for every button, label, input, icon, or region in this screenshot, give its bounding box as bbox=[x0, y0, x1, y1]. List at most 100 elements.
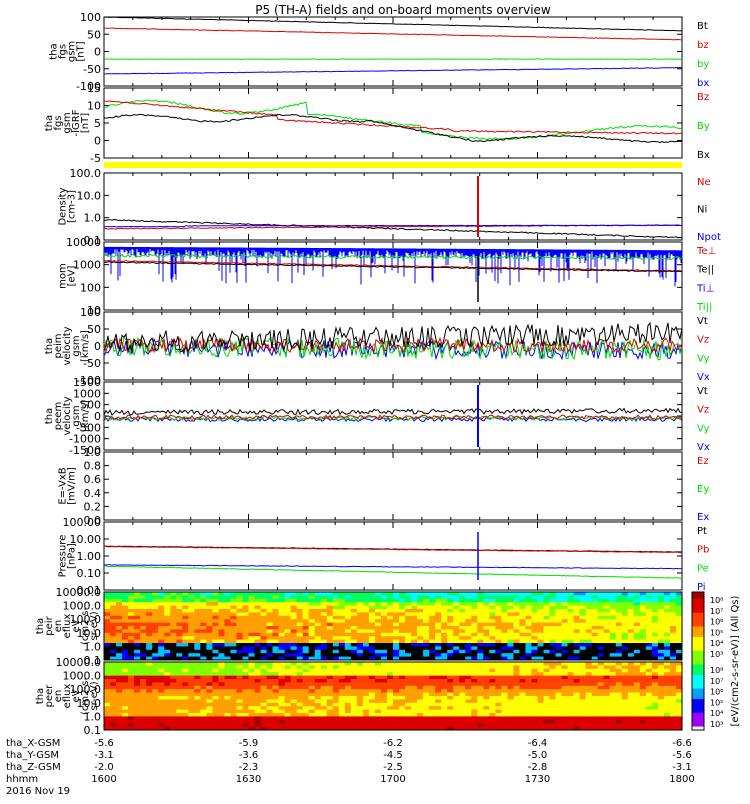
electron-spectrogram-cell bbox=[592, 696, 598, 700]
ion-spectrogram-cell bbox=[483, 612, 489, 616]
ion-spectrogram-cell bbox=[194, 616, 200, 620]
ion-spectrogram-cell bbox=[291, 619, 297, 623]
ion-spectrogram-cell bbox=[206, 626, 212, 630]
ion-spectrogram-cell bbox=[116, 646, 122, 650]
electron-spectrogram-cell bbox=[206, 689, 212, 693]
electron-spectrogram-cell bbox=[285, 665, 291, 669]
ion-spectrogram-cell bbox=[423, 612, 429, 616]
electron-spectrogram-cell bbox=[459, 696, 465, 700]
electron-spectrogram-cell bbox=[465, 716, 471, 720]
panel-5-ytick-label: 100 bbox=[80, 306, 101, 319]
electron-spectrogram-cell bbox=[104, 716, 110, 720]
electron-spectrogram-cell bbox=[218, 665, 224, 669]
electron-spectrogram-cell bbox=[489, 679, 495, 683]
electron-spectrogram-cell bbox=[164, 696, 170, 700]
electron-spectrogram-cell bbox=[429, 662, 435, 666]
electron-spectrogram-cell bbox=[351, 703, 357, 707]
electron-spectrogram-cell bbox=[297, 710, 303, 714]
electron-spectrogram-cell bbox=[604, 689, 610, 693]
ion-spectrogram-cell bbox=[128, 646, 134, 650]
electron-spectrogram-cell bbox=[110, 720, 116, 724]
electron-spectrogram-cell bbox=[158, 672, 164, 676]
ion-spectrogram-cell bbox=[489, 609, 495, 613]
electron-spectrogram-cell bbox=[218, 689, 224, 693]
ion-spectrogram-cell bbox=[447, 612, 453, 616]
electron-spectrogram-cell bbox=[604, 706, 610, 710]
ion-spectrogram-cell bbox=[525, 643, 531, 647]
ion-spectrogram-cell bbox=[261, 653, 267, 657]
electron-spectrogram-cell bbox=[369, 723, 375, 727]
ion-spectrogram-cell bbox=[670, 650, 676, 654]
electron-spectrogram-cell bbox=[116, 699, 122, 703]
ion-spectrogram-cell bbox=[544, 606, 550, 610]
electron-spectrogram-cell bbox=[598, 723, 604, 727]
ion-spectrogram-cell bbox=[393, 595, 399, 599]
ion-spectrogram-cell bbox=[267, 643, 273, 647]
electron-spectrogram-cell bbox=[134, 696, 140, 700]
electron-spectrogram-cell bbox=[309, 720, 315, 724]
electron-spectrogram-cell bbox=[291, 669, 297, 673]
electron-spectrogram-cell bbox=[519, 679, 525, 683]
electron-spectrogram-cell bbox=[519, 669, 525, 673]
electron-spectrogram-cell bbox=[441, 720, 447, 724]
ion-spectrogram-cell bbox=[116, 606, 122, 610]
ion-spectrogram-cell bbox=[218, 616, 224, 620]
ion-spectrogram-cell bbox=[423, 650, 429, 654]
ion-spectrogram-cell bbox=[339, 602, 345, 606]
panel-1-ytick-label: -50 bbox=[83, 63, 101, 76]
ion-spectrogram-cell bbox=[279, 633, 285, 637]
ion-spectrogram-cell bbox=[628, 643, 634, 647]
electron-spectrogram-cell bbox=[182, 710, 188, 714]
electron-spectrogram-cell bbox=[519, 662, 525, 666]
ion-spectrogram-cell bbox=[550, 650, 556, 654]
electron-spectrogram-cell bbox=[224, 710, 230, 714]
ion-spectrogram-cell bbox=[429, 599, 435, 603]
electron-spectrogram-cell bbox=[351, 662, 357, 666]
electron-spectrogram-cell bbox=[279, 672, 285, 676]
electron-spectrogram-cell bbox=[622, 672, 628, 676]
ion-spectrogram-cell bbox=[676, 606, 682, 610]
ion-spectrogram-cell bbox=[441, 643, 447, 647]
electron-spectrogram-cell bbox=[507, 672, 513, 676]
electron-spectrogram-cell bbox=[393, 696, 399, 700]
electron-spectrogram-cell bbox=[351, 686, 357, 690]
electron-spectrogram-cell bbox=[303, 689, 309, 693]
electron-spectrogram-cell bbox=[471, 720, 477, 724]
ion-spectrogram-cell bbox=[158, 616, 164, 620]
electron-spectrogram-cell bbox=[562, 723, 568, 727]
electron-spectrogram-cell bbox=[556, 686, 562, 690]
electron-spectrogram-cell bbox=[224, 703, 230, 707]
ion-spectrogram-cell bbox=[279, 623, 285, 627]
electron-spectrogram-cell bbox=[375, 706, 381, 710]
electron-spectrogram-cell bbox=[176, 679, 182, 683]
ion-spectrogram-cell bbox=[363, 653, 369, 657]
ion-spectrogram-cell bbox=[242, 643, 248, 647]
ion-spectrogram-cell bbox=[513, 612, 519, 616]
electron-spectrogram-cell bbox=[580, 676, 586, 680]
ion-spectrogram-cell bbox=[670, 640, 676, 644]
ion-spectrogram-cell bbox=[242, 602, 248, 606]
ion-spectrogram-cell bbox=[544, 616, 550, 620]
ion-spectrogram-cell bbox=[670, 616, 676, 620]
ion-spectrogram-cell bbox=[182, 606, 188, 610]
electron-spectrogram-cell bbox=[236, 716, 242, 720]
electron-spectrogram-cell bbox=[387, 682, 393, 686]
ion-spectrogram-cell bbox=[610, 650, 616, 654]
ion-spectrogram-cell bbox=[381, 633, 387, 637]
electron-spectrogram-cell bbox=[519, 720, 525, 724]
ion-spectrogram-cell bbox=[447, 636, 453, 640]
electron-spectrogram-cell bbox=[188, 676, 194, 680]
ion-spectrogram-cell bbox=[333, 653, 339, 657]
ion-spectrogram-cell bbox=[459, 640, 465, 644]
ion-spectrogram-cell bbox=[441, 612, 447, 616]
ion-spectrogram-cell bbox=[507, 592, 513, 596]
ion-spectrogram-cell bbox=[381, 643, 387, 647]
ion-spectrogram-cell bbox=[224, 616, 230, 620]
ion-spectrogram-cell bbox=[664, 633, 670, 637]
ion-spectrogram-cell bbox=[285, 612, 291, 616]
electron-spectrogram-cell bbox=[489, 662, 495, 666]
electron-spectrogram-cell bbox=[152, 716, 158, 720]
ion-spectrogram-cell bbox=[658, 653, 664, 657]
electron-spectrogram-cell bbox=[249, 710, 255, 714]
electron-spectrogram-cell bbox=[471, 723, 477, 727]
